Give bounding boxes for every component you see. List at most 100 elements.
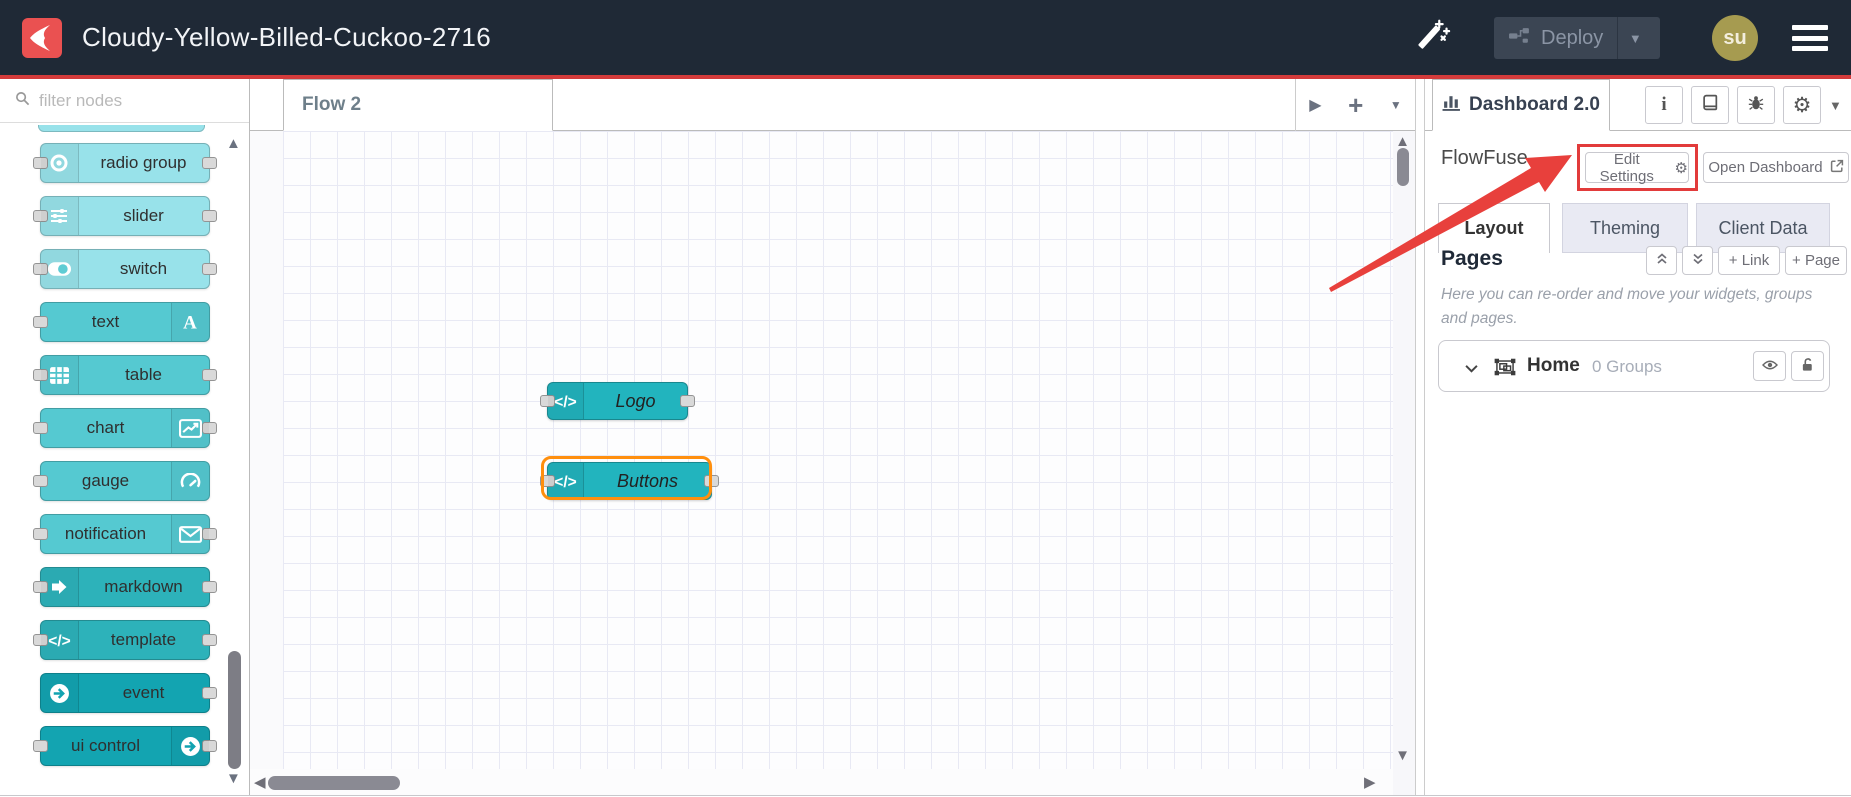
output-port[interactable] [201, 210, 217, 222]
palette-node-chart[interactable]: chart [32, 408, 217, 448]
bar-chart-icon [1442, 93, 1461, 117]
input-port[interactable] [32, 263, 48, 275]
input-port[interactable] [32, 316, 48, 328]
input-port[interactable] [540, 395, 555, 407]
arrow-right-icon [40, 568, 79, 606]
pages-help-text: Here you can re-order and move your widg… [1441, 286, 1813, 328]
output-port[interactable] [201, 528, 217, 540]
flow-canvas[interactable]: Flow 2 ▶ + ▼ </> Logo </> Buttons ▲ ▼ ◀ ▶ [250, 79, 1415, 795]
input-port[interactable] [32, 369, 48, 381]
add-page-button[interactable]: + Page [1785, 246, 1847, 275]
output-port[interactable] [201, 740, 217, 752]
help-button[interactable] [1691, 86, 1729, 124]
canvas-hscrollbar-thumb[interactable] [268, 776, 400, 790]
canvas-scroll-right-icon[interactable]: ▶ [1364, 774, 1376, 791]
palette-filter-placeholder: filter nodes [39, 90, 123, 110]
expand-all-button[interactable] [1682, 246, 1713, 275]
output-port[interactable] [201, 369, 217, 381]
slider-icon [40, 197, 79, 235]
svg-text:</>: </> [554, 394, 576, 410]
deploy-button-main[interactable]: Deploy [1494, 17, 1617, 59]
palette-scroll-down-icon[interactable]: ▼ [226, 770, 241, 787]
debug-button[interactable] [1737, 86, 1775, 124]
output-port[interactable] [201, 422, 217, 434]
palette-node-ui-control[interactable]: ui control [32, 726, 217, 766]
canvas-scroll-left-icon[interactable]: ◀ [254, 774, 266, 791]
input-port[interactable] [32, 581, 48, 593]
flowfuse-logo-icon[interactable] [22, 17, 62, 58]
tab-theming[interactable]: Theming [1562, 203, 1688, 253]
palette-scrollbar-thumb[interactable] [228, 651, 241, 769]
output-port[interactable] [201, 263, 217, 275]
flow-node-buttons[interactable]: </> Buttons [540, 462, 719, 500]
palette-scroll-up-icon[interactable]: ▲ [226, 135, 241, 152]
palette-node-table[interactable]: table [32, 355, 217, 395]
canvas-scroll-up-icon[interactable]: ▲ [1395, 133, 1410, 150]
collapse-all-button[interactable] [1646, 246, 1677, 275]
input-port[interactable] [32, 634, 48, 646]
input-port[interactable] [32, 157, 48, 169]
output-port[interactable] [680, 395, 695, 407]
chevron-down-icon[interactable] [1465, 360, 1478, 378]
sidebar-divider[interactable] [1415, 79, 1425, 795]
gear-icon: ⚙ [1792, 93, 1812, 117]
sidebar-menu-caret-icon[interactable]: ▼ [1829, 98, 1842, 113]
output-port[interactable] [201, 634, 217, 646]
input-port[interactable] [32, 422, 48, 434]
deploy-button[interactable]: Deploy ▼ [1494, 17, 1660, 59]
magic-wand-icon[interactable] [1413, 18, 1453, 58]
envelope-icon [170, 515, 209, 553]
palette-node-label: text [91, 312, 120, 331]
edit-settings-button[interactable]: Edit Settings ⚙ [1585, 151, 1689, 185]
palette-node-label: ui control [71, 736, 140, 755]
flow-tab[interactable]: Flow 2 [283, 79, 553, 131]
brand-label: FlowFuse [1441, 147, 1528, 169]
palette-node-markdown[interactable]: markdown [32, 567, 217, 607]
flow-list-icon[interactable]: ▶ [1309, 97, 1322, 114]
svg-text:</>: </> [48, 633, 70, 649]
main-menu-icon[interactable] [1792, 25, 1828, 51]
palette-node-slider[interactable]: slider [32, 196, 217, 236]
canvas-hscrollbar-track [250, 769, 1393, 795]
app-header: Cloudy-Yellow-Billed-Cuckoo-2716 Deploy … [0, 0, 1851, 75]
deploy-options-caret-icon[interactable]: ▼ [1628, 30, 1642, 46]
tab-client-data[interactable]: Client Data [1696, 203, 1830, 253]
palette-filter[interactable]: filter nodes [0, 79, 249, 123]
user-avatar[interactable]: su [1712, 15, 1758, 61]
palette-node-event[interactable]: event [39, 673, 217, 713]
info-icon: i [1661, 94, 1667, 115]
sidebar-tab-dashboard[interactable]: Dashboard 2.0 [1432, 79, 1610, 131]
palette-node-notification[interactable]: notification [32, 514, 217, 554]
flow-menu-caret-icon[interactable]: ▼ [1389, 98, 1402, 112]
page-visibility-button[interactable] [1753, 351, 1786, 381]
page-lock-button[interactable] [1791, 351, 1824, 381]
input-port[interactable] [32, 210, 48, 222]
radio-icon [40, 144, 79, 182]
flow-node-logo[interactable]: </> Logo [540, 382, 695, 420]
palette-node-gauge[interactable]: gauge [32, 461, 210, 501]
table-icon [40, 356, 79, 394]
palette-node-radio-group[interactable]: radio group [32, 143, 217, 183]
input-port[interactable] [32, 740, 48, 752]
open-dashboard-button[interactable]: Open Dashboard [1703, 152, 1849, 183]
flow-node-label: Logo [615, 390, 656, 411]
output-port[interactable] [201, 687, 217, 699]
palette-node-label: table [125, 365, 162, 384]
input-port[interactable] [32, 475, 48, 487]
canvas-scroll-down-icon[interactable]: ▼ [1395, 747, 1410, 764]
output-port[interactable] [201, 157, 217, 169]
palette-node-template[interactable]: </> template [32, 620, 217, 660]
input-port[interactable] [32, 528, 48, 540]
palette-node-switch[interactable]: switch [32, 249, 217, 289]
tab-layout[interactable]: Layout [1438, 203, 1550, 253]
canvas-grid[interactable] [250, 131, 1415, 795]
add-link-button[interactable]: + Link [1718, 246, 1780, 275]
svg-text:</>: </> [554, 474, 576, 490]
output-port[interactable] [201, 581, 217, 593]
page-row-home[interactable]: Home 0 Groups [1438, 340, 1830, 392]
canvas-vscrollbar-thumb[interactable] [1397, 148, 1409, 186]
settings-button[interactable]: ⚙ [1783, 86, 1821, 124]
info-button[interactable]: i [1645, 86, 1683, 124]
add-flow-button[interactable]: + [1348, 90, 1364, 120]
